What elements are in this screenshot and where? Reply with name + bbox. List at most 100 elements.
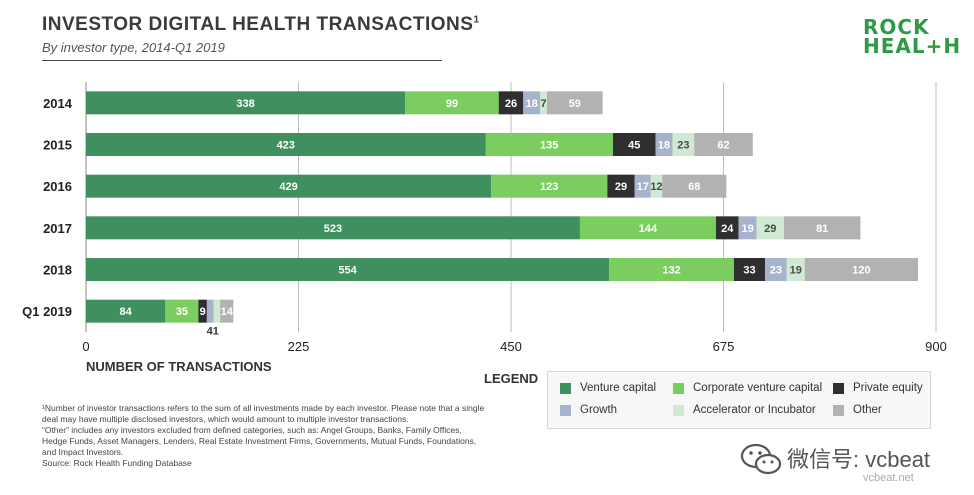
legend-swatch	[673, 404, 684, 416]
bar-value-label: 9	[200, 306, 206, 318]
bar-value-label: 132	[662, 265, 680, 277]
legend-item: Private equity	[833, 382, 923, 394]
bar-value-label: 29	[764, 223, 776, 235]
bar-segment	[715, 216, 739, 240]
bar-value-label: 35	[176, 306, 188, 318]
bar-value-label: 33	[743, 265, 755, 277]
footnote: ¹Number of investor transactions refers …	[42, 403, 487, 469]
bar-value-label: 135	[540, 140, 558, 152]
bar-segment	[86, 216, 580, 240]
bar-segment	[86, 299, 166, 323]
legend-label: Corporate venture capital	[693, 382, 823, 394]
bar-value-label: 59	[569, 98, 581, 110]
x-tick-label: 900	[925, 339, 947, 354]
bar-value-label: 523	[324, 223, 342, 235]
wechat-icon	[740, 443, 782, 475]
bar-value-label: 120	[852, 265, 870, 277]
legend-label: Venture capital	[580, 382, 657, 394]
y-category-label: 2016	[43, 179, 72, 194]
bar-value-label: 12	[650, 181, 662, 193]
bar-segment	[733, 258, 766, 281]
bar-segment	[165, 299, 199, 323]
bar-value-label: 123	[540, 181, 558, 193]
bar-segment	[540, 91, 547, 115]
bar-value-label: 23	[677, 140, 689, 152]
x-tick-label: 675	[713, 339, 735, 354]
bar-segment	[738, 216, 757, 240]
bar-annotation-label: 41	[207, 326, 219, 338]
x-tick-label: 0	[82, 339, 89, 354]
bar-value-label: 81	[816, 223, 828, 235]
legend-label: Growth	[580, 404, 618, 416]
chart-title: INVESTOR DIGITAL HEALTH TRANSACTIONS1	[42, 14, 480, 35]
bar-segment	[579, 216, 716, 240]
bar-segment	[220, 299, 234, 323]
bar-value-label: 144	[639, 223, 658, 235]
bar-value-label: 99	[446, 98, 458, 110]
bar-segment	[213, 299, 221, 323]
x-tick-label: 225	[288, 339, 310, 354]
bar-segment	[765, 258, 787, 281]
bar-value-label: 62	[717, 140, 729, 152]
bar-segment	[546, 91, 603, 115]
bar-segment	[607, 174, 635, 198]
bar-segment	[498, 91, 524, 115]
bar-segment	[672, 133, 695, 156]
bar-value-label: 423	[277, 140, 295, 152]
footnote-line: ¹Number of investor transactions refers …	[42, 403, 485, 424]
bar-value-label: 23	[770, 265, 782, 277]
bar-segment	[198, 299, 207, 323]
bar-segment	[786, 258, 805, 281]
rock-health-logo: ROCK HEAL+H	[863, 15, 962, 58]
legend-swatch	[833, 382, 844, 394]
bar-segment	[485, 133, 613, 156]
bar-segment	[609, 258, 734, 281]
watermark: 微信号: vcbeat vcbeat.net	[735, 440, 970, 492]
bar-value-label: 68	[688, 181, 700, 193]
bar-segment	[756, 216, 784, 240]
bar-segment	[86, 174, 492, 198]
footnote-line: “Other” includes any investors excluded …	[42, 425, 477, 457]
bar-segment	[634, 174, 651, 198]
title-divider	[42, 60, 442, 61]
legend-item: Growth	[560, 404, 617, 416]
chart-subtitle: By investor type, 2014-Q1 2019	[42, 40, 225, 55]
legend-item: Other	[833, 404, 882, 416]
bar-segment	[86, 258, 610, 281]
legend-swatch	[673, 382, 684, 394]
bar-segment	[613, 133, 656, 156]
bar-segment	[491, 174, 608, 198]
legend-label: Private equity	[853, 382, 923, 394]
bar-value-label: 18	[658, 140, 670, 152]
y-category-label: 2014	[43, 96, 73, 111]
bar-value-label: 19	[790, 265, 802, 277]
bar-segment	[206, 299, 214, 323]
bar-value-label: 84	[120, 306, 133, 318]
bar-value-label: 29	[615, 181, 627, 193]
bar-value-label: 19	[741, 223, 753, 235]
bar-value-label: 14	[221, 306, 234, 318]
legend-swatch	[833, 404, 844, 416]
bar-value-label: 17	[637, 181, 649, 193]
bar-value-label: 18	[526, 98, 538, 110]
bar-segment	[523, 91, 541, 115]
y-category-label: 2015	[43, 138, 72, 153]
bar-value-label: 24	[721, 223, 734, 235]
legend: Venture capital Corporate venture capital…	[547, 371, 931, 429]
legend-label: Accelerator or Incubator	[693, 404, 816, 416]
y-category-label: 2018	[43, 263, 72, 278]
bar-value-label: 26	[505, 98, 517, 110]
bar-value-label: 45	[628, 140, 640, 152]
x-tick-label: 450	[500, 339, 522, 354]
x-axis-label: NUMBER OF TRANSACTIONS	[86, 359, 272, 374]
legend-item: Venture capital	[560, 382, 656, 394]
bar-value-label: 7	[541, 98, 547, 110]
watermark-url: vcbeat.net	[863, 472, 914, 484]
bar-segment	[86, 133, 486, 156]
bar-segment	[655, 133, 673, 156]
bar-segment	[405, 91, 499, 115]
legend-swatch	[560, 404, 571, 416]
bar-value-label: 429	[279, 181, 297, 193]
legend-item: Accelerator or Incubator	[673, 404, 816, 416]
